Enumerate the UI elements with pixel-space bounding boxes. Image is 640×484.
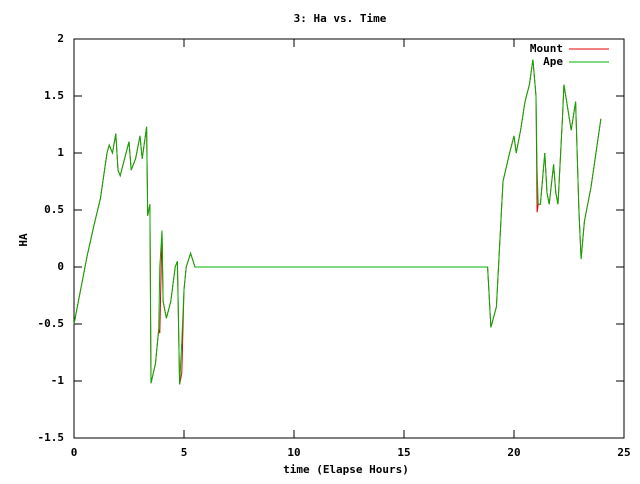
y-tick-label: 2 xyxy=(57,32,64,45)
y-tick-label: 1 xyxy=(57,146,64,159)
legend-label: Ape xyxy=(543,55,563,68)
x-tick-label: 5 xyxy=(181,446,188,459)
plot-border xyxy=(73,38,625,439)
x-tick-label: 15 xyxy=(397,446,410,459)
y-tick-label: 1.5 xyxy=(44,89,64,102)
legend-label: Mount xyxy=(530,42,563,55)
series-line xyxy=(73,59,602,385)
chart-title: 3: Ha vs. Time xyxy=(294,12,387,25)
x-tick-label: 0 xyxy=(71,446,78,459)
y-tick-label: -1.5 xyxy=(38,431,65,444)
y-tick-label: -0.5 xyxy=(38,317,65,330)
x-axis-label: time (Elapse Hours) xyxy=(283,463,409,476)
x-tick-label: 10 xyxy=(287,446,300,459)
y-tick-label: 0.5 xyxy=(44,203,64,216)
x-tick-label: 25 xyxy=(617,446,630,459)
y-tick-label: -1 xyxy=(51,374,65,387)
x-tick-label: 20 xyxy=(507,446,520,459)
y-axis-label: HA xyxy=(17,233,30,247)
y-tick-label: 0 xyxy=(57,260,64,273)
